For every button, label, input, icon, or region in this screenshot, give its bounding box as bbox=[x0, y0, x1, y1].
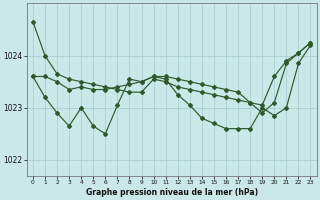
X-axis label: Graphe pression niveau de la mer (hPa): Graphe pression niveau de la mer (hPa) bbox=[86, 188, 258, 197]
